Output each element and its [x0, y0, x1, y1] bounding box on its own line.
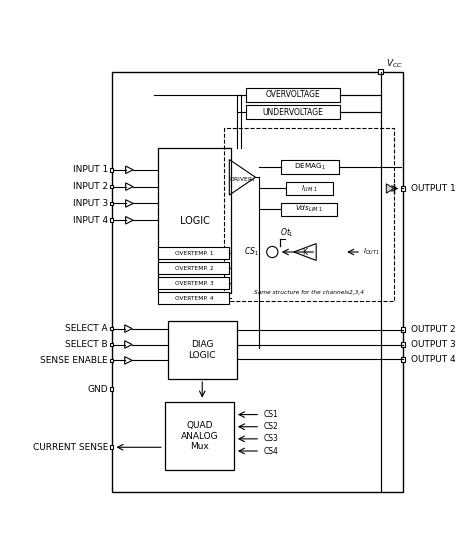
- Bar: [110, 343, 113, 346]
- Bar: [158, 262, 230, 274]
- Text: SELECT B: SELECT B: [65, 340, 108, 349]
- Bar: [110, 387, 113, 391]
- Text: Same structure for the channels2,3,4: Same structure for the channels2,3,4: [254, 290, 364, 295]
- Text: DEMAG$_1$: DEMAG$_1$: [294, 162, 325, 172]
- Text: GND: GND: [87, 385, 108, 394]
- Text: OUTPUT 1: OUTPUT 1: [410, 184, 455, 193]
- Bar: [286, 182, 333, 195]
- Text: CS3: CS3: [264, 434, 279, 443]
- Bar: [110, 219, 113, 222]
- Bar: [158, 292, 230, 304]
- Text: CS1: CS1: [264, 410, 279, 419]
- Bar: [401, 186, 405, 191]
- Bar: [110, 327, 113, 330]
- Bar: [112, 72, 403, 492]
- Text: UNDERVOLTAGE: UNDERVOLTAGE: [263, 108, 323, 117]
- Text: INPUT 4: INPUT 4: [73, 216, 108, 225]
- Text: CS4: CS4: [264, 447, 279, 456]
- Text: LOGIC: LOGIC: [180, 216, 210, 225]
- Text: CURRENT SENSE: CURRENT SENSE: [33, 443, 108, 452]
- Text: OVERTEMP. 3: OVERTEMP. 3: [174, 281, 213, 286]
- Text: $CS_1$: $CS_1$: [244, 246, 259, 259]
- Text: SELECT A: SELECT A: [65, 324, 108, 333]
- Text: INPUT 3: INPUT 3: [73, 199, 108, 208]
- Text: DIAG
LOGIC: DIAG LOGIC: [189, 341, 216, 360]
- Polygon shape: [386, 184, 394, 193]
- Bar: [168, 321, 237, 379]
- Bar: [165, 402, 234, 470]
- Bar: [281, 159, 339, 174]
- Text: OUTPUT 4: OUTPUT 4: [410, 355, 455, 364]
- Text: $V_{CC}$: $V_{CC}$: [386, 58, 403, 70]
- Text: $I_{OUT1}$: $I_{OUT1}$: [363, 247, 380, 257]
- Bar: [110, 359, 113, 362]
- Text: SENSE ENABLE: SENSE ENABLE: [40, 356, 108, 365]
- Text: $Ot_1$: $Ot_1$: [280, 227, 294, 239]
- Text: INPUT 2: INPUT 2: [73, 182, 108, 191]
- Bar: [378, 69, 383, 74]
- Text: OVERTEMP. 2: OVERTEMP. 2: [174, 266, 213, 271]
- Bar: [110, 446, 113, 449]
- Bar: [110, 185, 113, 189]
- Bar: [401, 342, 405, 347]
- Text: INPUT 1: INPUT 1: [73, 165, 108, 174]
- Bar: [401, 357, 405, 362]
- Bar: [246, 106, 340, 119]
- Bar: [281, 203, 337, 215]
- Text: $Vds_{LIM\ 1}$: $Vds_{LIM\ 1}$: [295, 204, 323, 214]
- Bar: [401, 327, 405, 332]
- Bar: [224, 128, 394, 301]
- Text: OUTPUT 3: OUTPUT 3: [410, 340, 455, 349]
- Text: OVERTEMP. 4: OVERTEMP. 4: [174, 296, 213, 301]
- Bar: [158, 247, 230, 260]
- Bar: [110, 168, 113, 172]
- Text: OVERTEMP. 1: OVERTEMP. 1: [174, 251, 213, 256]
- Bar: [110, 201, 113, 205]
- Bar: [158, 148, 231, 293]
- Text: K: K: [302, 247, 308, 256]
- Text: OUTPUT 2: OUTPUT 2: [410, 325, 455, 334]
- Text: $I_{LIM\ 1}$: $I_{LIM\ 1}$: [301, 183, 318, 193]
- Text: CS2: CS2: [264, 422, 279, 431]
- Text: DRIVER$_1$: DRIVER$_1$: [229, 175, 256, 183]
- Text: OVERVOLTAGE: OVERVOLTAGE: [265, 90, 320, 99]
- Bar: [246, 87, 340, 102]
- Bar: [158, 277, 230, 289]
- Text: QUAD
ANALOG
Mux: QUAD ANALOG Mux: [181, 421, 218, 451]
